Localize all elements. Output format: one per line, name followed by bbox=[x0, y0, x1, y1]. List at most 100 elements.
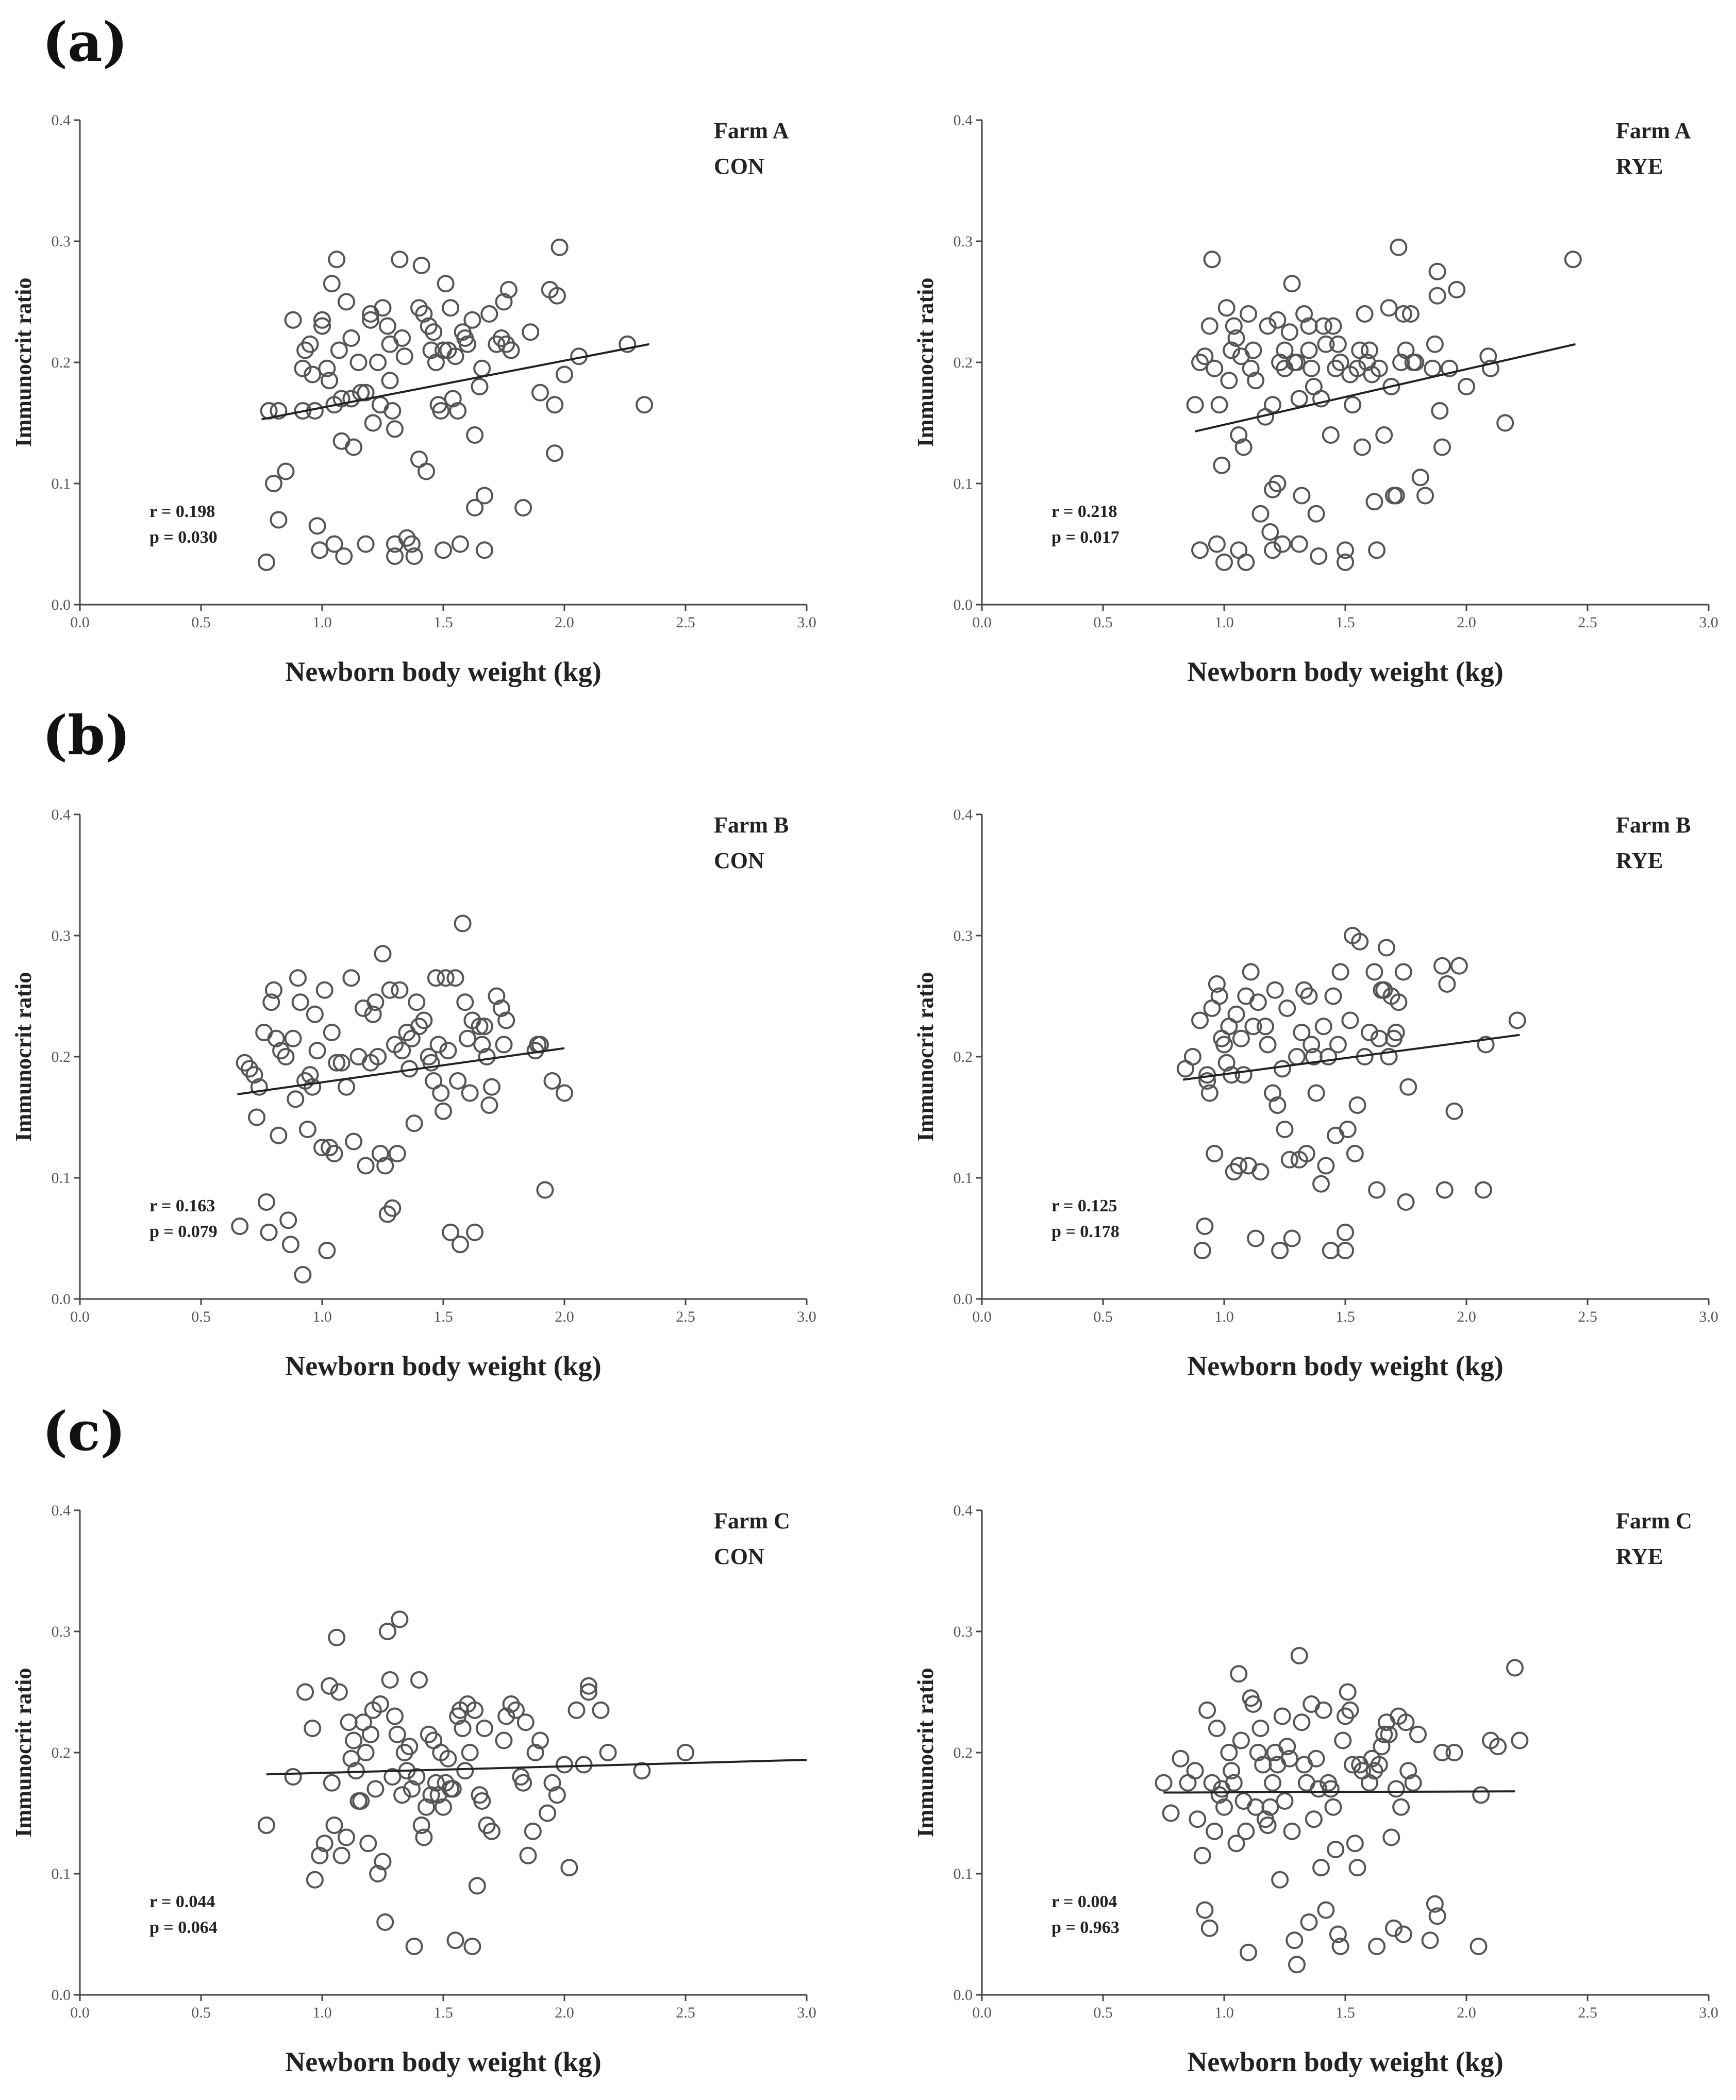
data-point bbox=[1433, 957, 1451, 975]
data-point bbox=[1264, 480, 1281, 498]
data-point bbox=[1307, 1749, 1325, 1768]
x-axis-title: Newborn body weight (kg) bbox=[285, 2046, 602, 2077]
data-point bbox=[318, 1242, 336, 1259]
data-point bbox=[1314, 1018, 1332, 1036]
data-point bbox=[418, 1798, 436, 1816]
data-point bbox=[241, 1060, 258, 1078]
x-tick-label: 1.0 bbox=[1214, 614, 1234, 631]
y-tick-label: 0.2 bbox=[52, 1744, 71, 1761]
y-tick-label: 0.2 bbox=[52, 354, 71, 371]
data-point bbox=[325, 535, 343, 553]
data-point bbox=[1220, 372, 1238, 390]
data-point bbox=[524, 1822, 542, 1840]
data-point bbox=[1506, 1659, 1524, 1677]
data-point bbox=[1266, 981, 1284, 999]
r-value: r = 0.004 bbox=[1051, 1892, 1117, 1911]
x-tick-label: 2.0 bbox=[1457, 614, 1476, 631]
x-tick-label: 1.0 bbox=[312, 1308, 332, 1325]
data-point bbox=[1293, 487, 1311, 505]
data-point bbox=[1191, 354, 1209, 371]
data-point bbox=[1206, 1145, 1224, 1162]
y-tick-label: 0.4 bbox=[52, 1502, 71, 1519]
data-point bbox=[1375, 426, 1393, 444]
data-point bbox=[1261, 1798, 1279, 1816]
data-point bbox=[308, 1042, 326, 1060]
data-point bbox=[1268, 475, 1287, 492]
data-point bbox=[478, 1816, 496, 1834]
p-value: p = 0.030 bbox=[149, 528, 218, 547]
data-point bbox=[1314, 1701, 1332, 1719]
data-point bbox=[1206, 1822, 1224, 1840]
data-point bbox=[1295, 305, 1313, 323]
data-point bbox=[531, 384, 549, 402]
data-point bbox=[257, 553, 275, 571]
data-point bbox=[315, 981, 333, 999]
data-point bbox=[446, 347, 464, 365]
data-point bbox=[473, 1036, 491, 1054]
data-point bbox=[1278, 999, 1296, 1017]
data-point bbox=[1433, 1744, 1451, 1761]
data-point bbox=[1441, 359, 1459, 377]
data-point bbox=[1244, 1018, 1262, 1036]
y-tick-label: 0.2 bbox=[954, 1744, 973, 1761]
y-tick-label: 0.1 bbox=[52, 1865, 71, 1882]
data-point bbox=[376, 1913, 394, 1931]
data-point bbox=[592, 1701, 610, 1719]
data-point bbox=[1288, 354, 1306, 371]
data-point bbox=[1329, 1925, 1347, 1943]
data-point bbox=[270, 511, 288, 529]
data-point bbox=[287, 1090, 305, 1108]
data-point bbox=[1356, 305, 1374, 323]
data-point bbox=[1314, 317, 1332, 335]
x-tick-label: 2.0 bbox=[1457, 1308, 1476, 1325]
data-point bbox=[289, 969, 307, 987]
data-point bbox=[1310, 1780, 1328, 1798]
data-point bbox=[257, 1193, 275, 1211]
data-point bbox=[1280, 1151, 1298, 1169]
data-point bbox=[1276, 1792, 1294, 1810]
data-point bbox=[357, 535, 375, 553]
data-point bbox=[1496, 414, 1514, 432]
data-point bbox=[410, 1018, 428, 1036]
data-point bbox=[677, 1744, 694, 1761]
data-point bbox=[556, 1084, 573, 1102]
data-point bbox=[1223, 341, 1241, 359]
group-label: CON bbox=[714, 848, 764, 873]
data-point bbox=[432, 1084, 450, 1102]
x-tick-label: 2.5 bbox=[676, 614, 695, 631]
data-point bbox=[342, 1749, 360, 1768]
data-point bbox=[1317, 1157, 1335, 1175]
y-tick-label: 0.2 bbox=[954, 1048, 973, 1065]
data-point bbox=[437, 969, 455, 987]
data-point bbox=[1377, 939, 1395, 957]
data-point bbox=[1368, 1938, 1386, 1955]
data-point bbox=[296, 1683, 314, 1701]
data-point bbox=[1394, 305, 1412, 323]
data-point bbox=[1217, 299, 1236, 317]
data-point bbox=[1259, 317, 1277, 335]
data-point bbox=[371, 1695, 389, 1713]
data-point bbox=[391, 1610, 409, 1628]
data-point bbox=[338, 293, 355, 311]
data-point bbox=[435, 541, 452, 559]
x-tick-label: 0.5 bbox=[191, 1308, 211, 1325]
data-point bbox=[1334, 1731, 1352, 1749]
data-point bbox=[364, 1005, 382, 1023]
data-point bbox=[1312, 1859, 1330, 1877]
data-point bbox=[306, 1005, 324, 1023]
data-point bbox=[463, 311, 481, 329]
data-point bbox=[1511, 1731, 1529, 1749]
data-point bbox=[1365, 1762, 1383, 1780]
data-point bbox=[1203, 251, 1221, 269]
x-tick-label: 0.5 bbox=[1093, 614, 1113, 631]
data-point bbox=[1172, 1749, 1190, 1768]
y-tick-label: 0.4 bbox=[954, 1502, 973, 1519]
data-point bbox=[546, 444, 564, 462]
data-point bbox=[294, 1266, 312, 1284]
data-point bbox=[1387, 487, 1405, 505]
data-point bbox=[1351, 932, 1369, 951]
y-tick-label: 0.0 bbox=[954, 596, 973, 613]
data-point bbox=[1416, 487, 1434, 505]
data-point bbox=[1327, 359, 1345, 377]
data-point bbox=[1290, 535, 1308, 553]
